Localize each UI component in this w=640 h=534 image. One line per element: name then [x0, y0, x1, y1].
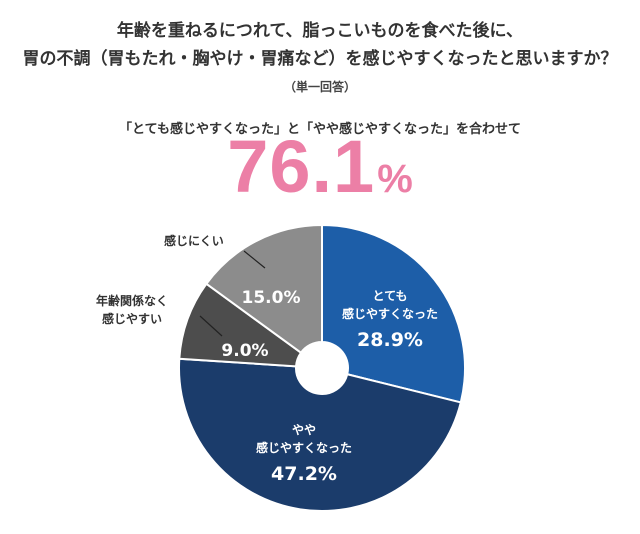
slice-label: とても — [372, 289, 407, 303]
callout-label-hard-to-feel: 感じにくい — [164, 232, 224, 250]
donut-slice — [178, 282, 303, 368]
combined-percentage-value: 76.1 — [227, 125, 376, 208]
slice-value-label: 28.9% — [357, 329, 423, 351]
slice-value-label: 47.2% — [271, 463, 337, 485]
chart-title-line2: 胃の不調（胃もたれ・胸やけ・胃痛など）を感じやすくなったと思いますか？ — [22, 49, 618, 69]
donut-slice — [178, 357, 463, 512]
donut-slice — [204, 223, 323, 355]
callout-label-line: 感じにくい — [164, 234, 224, 248]
callout-label-regardless-of-age: 年齢関係なく 感じやすい — [96, 292, 168, 328]
chart-title-line1: 年齢を重ねるにつれて、脂っこいものを食べた後に、 — [116, 21, 524, 41]
slice-label: 感じやすくなった — [342, 306, 438, 321]
slice-value-label: 15.0% — [242, 288, 301, 308]
callout-leader-line — [243, 250, 266, 269]
callout-leader-line — [199, 315, 223, 337]
slice-label: 感じやすくなった — [256, 440, 352, 455]
combined-percentage-unit: % — [377, 157, 413, 201]
answer-type-note: （単一回答） — [283, 80, 356, 94]
slice-label: やや — [292, 423, 316, 437]
callout-label-line: 年齢関係なく — [96, 294, 169, 308]
callout-label-line: 感じやすい — [102, 312, 163, 326]
donut-slice — [321, 223, 466, 404]
slice-value-label: 9.0% — [221, 341, 268, 361]
combined-label: 「とても感じやすくなった」と「やや感じやすくなった」を合わせて — [119, 122, 521, 137]
combined-percentage: 76.1% — [0, 130, 640, 204]
